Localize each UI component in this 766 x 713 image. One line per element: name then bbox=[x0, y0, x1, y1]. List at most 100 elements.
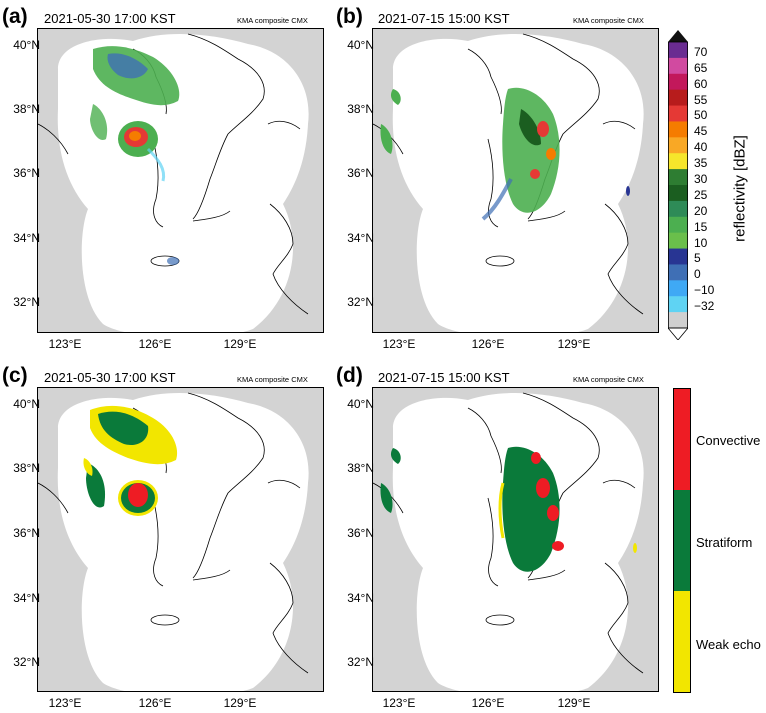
colorbar-segment bbox=[668, 89, 688, 107]
radar-map bbox=[37, 28, 324, 333]
colorbar-segment bbox=[668, 216, 688, 234]
lat-label: 32°N bbox=[347, 655, 374, 669]
lat-label: 34°N bbox=[13, 231, 40, 245]
colorbar-tick-label: 15 bbox=[694, 219, 708, 234]
colorbar-segment bbox=[668, 73, 688, 91]
colorbar-segment bbox=[668, 280, 688, 297]
classification-colorbar bbox=[673, 388, 691, 693]
colorbar-segment bbox=[668, 248, 688, 265]
lat-label: 40°N bbox=[13, 38, 40, 52]
lon-label: 123°E bbox=[382, 337, 416, 351]
panel-source: KMA composite CMX bbox=[237, 16, 308, 25]
colorbar-segment bbox=[668, 232, 688, 250]
lat-label: 38°N bbox=[13, 102, 40, 116]
lat-label: 40°N bbox=[347, 38, 374, 52]
lat-label: 32°N bbox=[13, 655, 40, 669]
colorbar-tick-label: −32 bbox=[694, 299, 715, 314]
colorbar-segment bbox=[668, 153, 688, 170]
map-graphic bbox=[38, 33, 309, 332]
echo-blobs bbox=[90, 46, 180, 265]
stratiform-swatch bbox=[674, 489, 690, 591]
lon-label: 129°E bbox=[557, 696, 591, 710]
panel-source: KMA composite CMX bbox=[573, 375, 644, 384]
lon-label: 126°E bbox=[138, 696, 172, 710]
colorbar-tick-label: 65 bbox=[694, 60, 708, 75]
panel-label: (b) bbox=[336, 5, 363, 28]
lat-label: 36°N bbox=[347, 166, 374, 180]
classification-map bbox=[372, 387, 659, 692]
lon-label: 123°E bbox=[48, 696, 82, 710]
colorbar-segment bbox=[668, 169, 688, 186]
colorbar-tick-label: 70 bbox=[694, 44, 708, 59]
map-graphic bbox=[38, 392, 309, 691]
lon-label: 129°E bbox=[223, 696, 257, 710]
colorbar-segment bbox=[668, 57, 688, 75]
lat-label: 34°N bbox=[347, 591, 374, 605]
reflectivity-colorbar bbox=[667, 30, 689, 341]
lat-label: 32°N bbox=[347, 295, 374, 309]
lon-label: 123°E bbox=[382, 696, 416, 710]
lat-label: 40°N bbox=[13, 397, 40, 411]
map-graphic bbox=[373, 392, 644, 691]
category-label: Weak echo bbox=[696, 637, 761, 652]
radar-map bbox=[372, 28, 659, 333]
colorbar-tick-label: 50 bbox=[694, 108, 708, 123]
panel-timestamp: 2021-07-15 15:00 KST bbox=[378, 370, 510, 385]
lon-label: 126°E bbox=[471, 696, 505, 710]
lon-label: 123°E bbox=[48, 337, 82, 351]
lat-label: 34°N bbox=[13, 591, 40, 605]
colorbar-tick-label: 30 bbox=[694, 172, 708, 186]
reflectivity-colorbar-graphic bbox=[667, 30, 689, 341]
echo-blobs bbox=[83, 405, 178, 516]
lon-label: 126°E bbox=[138, 337, 172, 351]
lon-label: 126°E bbox=[471, 337, 505, 351]
colorbar-title: reflectivity [dBZ] bbox=[731, 135, 749, 242]
panel-timestamp: 2021-07-15 15:00 KST bbox=[378, 11, 510, 26]
lat-label: 34°N bbox=[347, 231, 374, 245]
panel-label: (a) bbox=[2, 5, 28, 28]
lat-label: 38°N bbox=[347, 461, 374, 475]
panel-label: (c) bbox=[2, 364, 28, 387]
category-label: Convective bbox=[696, 433, 761, 448]
lat-label: 36°N bbox=[13, 166, 40, 180]
colorbar-tick-label: 20 bbox=[694, 203, 708, 218]
map-graphic bbox=[373, 33, 644, 332]
panel-source: KMA composite CMX bbox=[573, 16, 644, 25]
echo-blobs bbox=[380, 446, 637, 572]
panel-label: (d) bbox=[336, 364, 363, 387]
lat-label: 38°N bbox=[347, 102, 374, 116]
lat-label: 40°N bbox=[347, 397, 374, 411]
colorbar-segment bbox=[668, 200, 688, 218]
colorbar-segment bbox=[668, 264, 688, 281]
colorbar-segment bbox=[668, 185, 688, 202]
weak-echo-swatch bbox=[674, 591, 690, 692]
convective-swatch bbox=[674, 389, 690, 490]
panel-timestamp: 2021-05-30 17:00 KST bbox=[44, 370, 176, 385]
colorbar-segment bbox=[668, 137, 688, 154]
colorbar-tick-label: 0 bbox=[694, 267, 701, 282]
lat-label: 36°N bbox=[13, 526, 40, 540]
colorbar-segment bbox=[668, 312, 688, 329]
lon-label: 129°E bbox=[223, 337, 257, 351]
colorbar-segment bbox=[668, 105, 688, 122]
panel-source: KMA composite CMX bbox=[237, 375, 308, 384]
colorbar-tick-label: 10 bbox=[694, 235, 708, 250]
colorbar-segment bbox=[668, 121, 688, 138]
echo-blobs bbox=[380, 87, 630, 221]
lat-label: 36°N bbox=[347, 526, 374, 540]
classification-map bbox=[37, 387, 324, 692]
category-label: Stratiform bbox=[696, 535, 753, 550]
colorbar-tick-label: 25 bbox=[694, 187, 708, 202]
colorbar-tick-label: 60 bbox=[694, 76, 708, 91]
colorbar-tick-label: −10 bbox=[694, 283, 715, 298]
colorbar-extend-max bbox=[668, 30, 688, 42]
colorbar-tick-label: 45 bbox=[694, 124, 708, 139]
colorbar-extend-min bbox=[667, 327, 689, 341]
colorbar-segment bbox=[668, 42, 688, 59]
colorbar-tick-label: 35 bbox=[694, 156, 708, 171]
panel-timestamp: 2021-05-30 17:00 KST bbox=[44, 11, 176, 26]
lat-label: 38°N bbox=[13, 461, 40, 475]
lon-label: 129°E bbox=[557, 337, 591, 351]
colorbar-segment bbox=[668, 296, 688, 313]
colorbar-tick-label: 5 bbox=[694, 251, 701, 266]
